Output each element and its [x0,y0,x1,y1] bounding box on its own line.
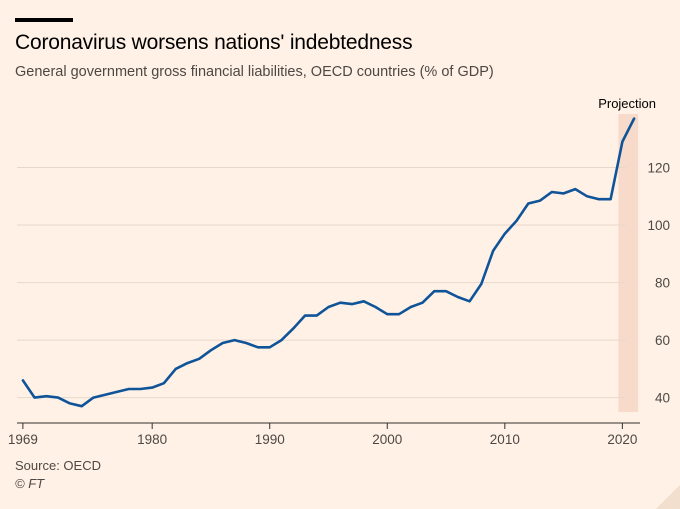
source-note: Source: OECD [15,458,101,473]
y-tick-label: 120 [647,161,670,176]
x-tick-label: 1990 [255,432,285,447]
chart-title: Coronavirus worsens nations' indebtednes… [15,31,413,54]
projection-band [618,114,639,412]
x-tick-label: 2020 [607,432,637,447]
series-line-oecd-liabilities [21,117,636,408]
x-tick-label: 2010 [490,432,520,447]
projection-label: Projection [598,96,656,111]
x-tick-label: 1980 [137,432,167,447]
brand-bar [15,18,73,22]
x-tick-label: 2000 [372,432,402,447]
chart-subtitle: General government gross financial liabi… [15,64,494,80]
y-tick-label: 60 [655,333,670,348]
x-tick-label: 1969 [8,432,38,447]
y-tick-label: 40 [655,391,670,406]
copyright-note: © FT [15,476,45,491]
y-tick-label: 80 [655,276,670,291]
y-tick-label: 100 [647,218,670,233]
corner-fold [656,485,680,509]
